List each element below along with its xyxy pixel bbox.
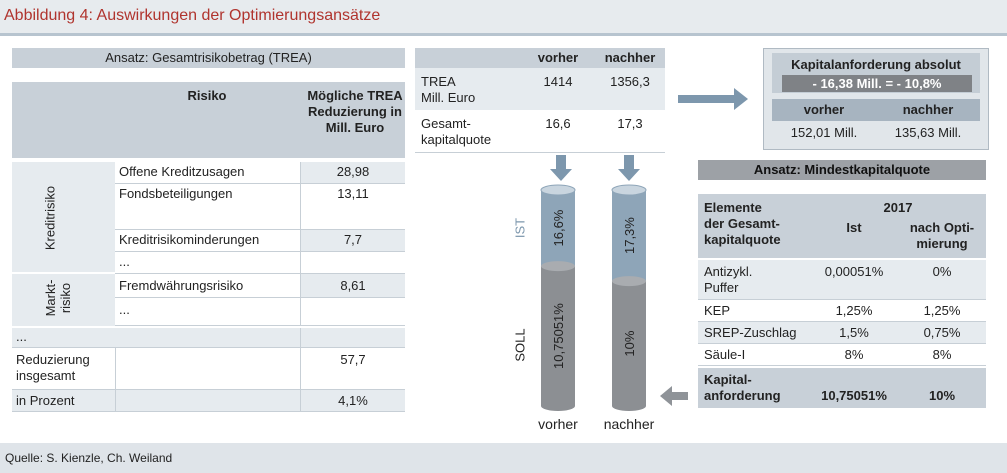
- right-total-row: Kapital-anforderung 10,75051% 10%: [698, 368, 986, 408]
- right-table-title: Ansatz: Mindestkapitalquote: [698, 160, 986, 180]
- middle-row-quote: Gesamt-kapitalquote 16,6 17,3: [415, 110, 665, 153]
- cylinder-before-label: vorher: [538, 416, 578, 432]
- right-table-header: Elemente der Gesamt-kapitalquote 2017 Ist…: [698, 194, 986, 258]
- capital-delta: - 16,38 Mill. = - 10,8%: [782, 75, 972, 92]
- trea-label: TREA Mill. Euro: [421, 74, 476, 105]
- cylinder-before-ist-value-label: 16,6%: [551, 209, 566, 246]
- right-row: Antizykl. Puffer 0,00051% 0%: [698, 260, 986, 300]
- dots-row: ...: [12, 328, 300, 348]
- cylinder-after-label: nachher: [603, 416, 655, 432]
- percent-value: 4,1%: [300, 390, 405, 412]
- trea-before: 1414: [543, 74, 573, 89]
- risk-row-label: Offene Kreditzusagen: [115, 162, 300, 184]
- right-row: Säule-I 8% 8%: [698, 344, 986, 366]
- right-row-label: Antizykl. Puffer: [704, 264, 753, 295]
- right-row-opt: 1,25%: [923, 303, 961, 318]
- right-row: KEP 1,25% 1,25%: [698, 300, 986, 322]
- group-label-marktrisiko: Markt-risiko: [43, 279, 73, 317]
- figure-footer: Quelle: S. Kienzle, Ch. Weiland: [0, 443, 1007, 473]
- group-kreditrisiko: [12, 162, 115, 272]
- total-reduction-spacer: [115, 348, 300, 390]
- quote-after: 17,3: [617, 116, 643, 131]
- left-table-header: Risiko Mögliche TREA Reduzierung in Mill…: [12, 82, 405, 158]
- cylinder-before-soll-value-label: 10,75051%: [551, 303, 566, 369]
- right-row-label: Säule-I: [704, 347, 746, 362]
- capital-after: 135,63 Mill.: [894, 125, 962, 140]
- right-total-opt: 10%: [928, 388, 956, 403]
- source-note: Quelle: S. Kienzle, Ch. Weiland: [5, 451, 173, 465]
- quote-before: 16,6: [545, 116, 571, 131]
- right-arrow-icon: [678, 88, 748, 110]
- right-row-ist: 1,25%: [835, 303, 873, 318]
- col-reduction-header: Mögliche TREA Reduzierung in Mill. Euro: [307, 88, 403, 135]
- risk-row-label: Fondsbeteiligungen: [115, 184, 300, 230]
- risk-row-label: Fremdwährungsrisiko: [115, 274, 300, 298]
- right-row-ist: 1,5%: [839, 325, 869, 340]
- col-ist: Ist: [846, 220, 862, 235]
- soll-label: SOLL: [512, 328, 528, 362]
- right-row-label: SREP-Zuschlag: [704, 325, 797, 340]
- cylinder-before-split-cap: [541, 261, 575, 272]
- figure-title: Abbildung 4: Auswirkungen der Optimierun…: [4, 7, 381, 24]
- left-table-title: Ansatz: Gesamtrisikobetrag (TREA): [12, 48, 405, 68]
- risk-row-value: [300, 298, 405, 326]
- right-row-ist: 8%: [844, 347, 864, 362]
- group-marktrisiko: [12, 274, 115, 326]
- risk-row-value: 8,61: [300, 274, 405, 298]
- right-row: SREP-Zuschlag 1,5% 0,75%: [698, 322, 986, 344]
- risk-row-value: 28,98: [300, 162, 405, 184]
- cylinder-chart: 16,6% 10,75051% 17,3% 10%: [540, 184, 647, 411]
- risk-row-label: ...: [115, 298, 300, 326]
- cylinder-before-top-cap: [540, 184, 576, 196]
- cylinder-after-ist-segment: [612, 190, 646, 287]
- cylinder-before-ist-segment: [541, 190, 575, 272]
- col-opt: nach Opti-mierung: [909, 220, 975, 251]
- down-arrows-icon: [550, 155, 640, 181]
- cylinder-after-ist-value-label: 17,3%: [622, 217, 637, 254]
- risk-row-label: Kreditrisikominderungen: [115, 230, 300, 252]
- col-year: 2017: [883, 200, 913, 215]
- capital-col-before: vorher: [803, 102, 845, 117]
- cylinder-before-soll-segment: [541, 266, 575, 411]
- risk-row-value: 7,7: [300, 230, 405, 252]
- right-row-ist: 0,00051%: [824, 264, 884, 279]
- quote-label: Gesamt-kapitalquote: [421, 116, 492, 147]
- capital-title: Kapitalanforderung absolut: [791, 57, 961, 72]
- right-row-opt: 8%: [932, 347, 952, 362]
- ist-label: IST: [512, 217, 528, 239]
- col-after: nachher: [604, 50, 656, 65]
- capital-before: 152,01 Mill.: [790, 125, 858, 140]
- total-reduction-value: 57,7: [300, 348, 405, 390]
- right-row-opt: 0,75%: [923, 325, 961, 340]
- right-row-label: KEP: [704, 303, 731, 318]
- cylinder-after-soll-value-label: 10%: [622, 330, 637, 356]
- dots-row-value: [300, 328, 405, 348]
- middle-row-trea: TREA Mill. Euro 1414 1356,3: [415, 68, 665, 110]
- capital-title-block: Kapitalanforderung absolut - 16,38 Mill.…: [772, 53, 980, 93]
- group-label-kreditrisiko: Kreditrisiko: [42, 185, 58, 251]
- cylinder-after-soll-segment: [612, 281, 646, 411]
- right-total-ist: 10,75051%: [821, 388, 887, 403]
- col-before: vorher: [537, 50, 579, 65]
- capital-col-after: nachher: [902, 102, 954, 117]
- right-row-opt: 0%: [932, 264, 952, 279]
- capital-box: Kapitalanforderung absolut - 16,38 Mill.…: [763, 48, 989, 150]
- risk-row-label: ...: [115, 252, 300, 274]
- capital-head-row: vorher nachher: [772, 99, 980, 121]
- col-elements: Elemente der Gesamt-kapitalquote: [704, 200, 781, 247]
- middle-table-header: vorher nachher: [415, 48, 665, 68]
- right-total-label: Kapital-anforderung: [704, 372, 781, 403]
- left-arrow-icon: [660, 386, 688, 406]
- risk-row-value: [300, 252, 405, 274]
- percent-spacer: [115, 390, 300, 412]
- trea-after: 1356,3: [610, 74, 650, 89]
- col-risk-header: Risiko: [187, 88, 227, 103]
- risk-row-value: 13,11: [300, 184, 405, 230]
- percent-label: in Prozent: [12, 390, 115, 412]
- cylinder-after-top-cap: [611, 184, 647, 196]
- figure-header: Abbildung 4: Auswirkungen der Optimierun…: [0, 0, 1007, 36]
- total-reduction-label: Reduzierung insgesamt: [12, 348, 115, 390]
- cylinder-after-split-cap: [612, 276, 646, 287]
